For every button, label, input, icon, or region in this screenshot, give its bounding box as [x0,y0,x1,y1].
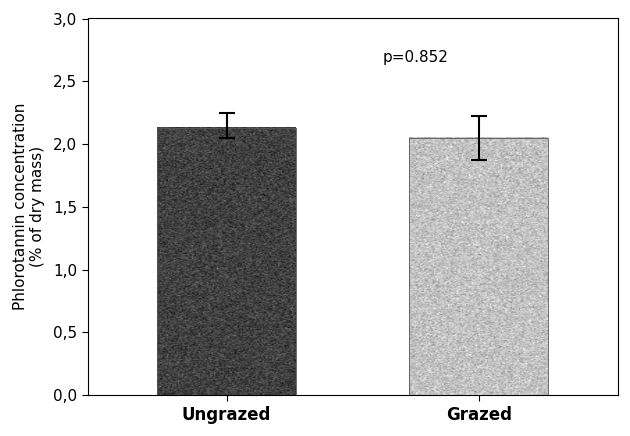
Text: p=0.852: p=0.852 [383,51,449,65]
Y-axis label: Phlorotannin concentration
(% of dry mass): Phlorotannin concentration (% of dry mas… [13,103,45,310]
